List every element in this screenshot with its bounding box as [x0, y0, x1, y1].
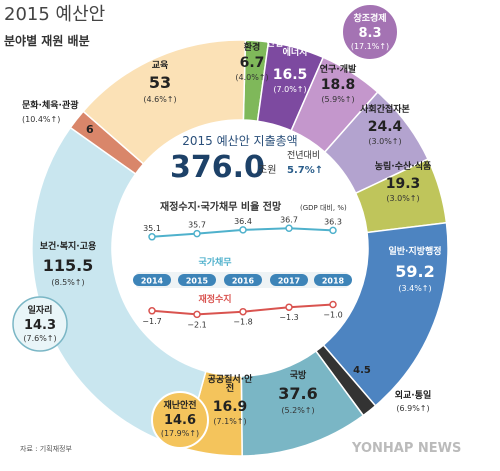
year-pill-2016: [224, 274, 262, 286]
page-subtitle: 분야별 재원 배분: [4, 34, 90, 48]
label-rnd-name: 연구·개발: [319, 65, 357, 75]
bubble-disaster-safety: [151, 391, 209, 449]
total-change-label: 전년대비: [287, 151, 321, 161]
bubble-creative-change: (17.1%↑): [350, 42, 390, 51]
bubble-disaster-value: 14.6: [163, 413, 197, 428]
label-soc-name: 사회간접자본: [360, 105, 410, 115]
year-pill-2015: [178, 274, 216, 286]
balance-label-2018: −1.0: [323, 311, 342, 320]
ring-segment-welfare: [31, 126, 207, 450]
inner-chart-unit: (GDP 대비, %): [300, 204, 347, 212]
source-note: 자료 : 기획재정부: [20, 445, 72, 453]
series-name-debt: 국가채무: [198, 256, 231, 268]
label-foreign-value: 4.5: [353, 365, 371, 376]
label-agri-change: (3.0%↑): [386, 194, 420, 203]
label-defense-value: 37.6: [278, 384, 318, 403]
debt-point-2014: [148, 233, 156, 241]
label-industry-value: 16.5: [272, 67, 308, 83]
label-culture-change: (10.4%↑): [22, 115, 61, 124]
bubble-creative-economy: [341, 3, 399, 61]
bubble-jobs-change: (7.6%↑): [23, 334, 57, 343]
total-unit: 조원: [258, 165, 277, 176]
bubble-disaster-name: 재난안전: [163, 401, 197, 411]
label-education-name: 교육: [151, 61, 169, 71]
label-foreign-name: 외교·통일: [394, 391, 432, 401]
label-education-change: (4.6%↑): [143, 95, 177, 104]
debt-point-2018: [329, 226, 337, 235]
total-change: 5.7%↑: [287, 165, 324, 176]
label-welfare-change: (8.5%↑): [51, 278, 85, 287]
label-environment-change: (4.0%↑): [235, 73, 269, 82]
series-name-balance: 재정수지: [198, 293, 231, 305]
label-admin-name: 일반·지방행정: [388, 247, 442, 257]
year-pill-2017: [270, 274, 308, 286]
bubble-jobs-value: 14.3: [23, 318, 57, 333]
label-education-value: 53: [148, 73, 172, 92]
debt-label-2016: 36.4: [234, 217, 252, 226]
label-defense-name: 국방: [289, 371, 307, 381]
page-title: 2015 예산안: [4, 4, 106, 25]
debt-point-2016: [239, 226, 247, 234]
total-label: 2015 예산안 지출총액: [182, 134, 298, 148]
label-safety-value: 16.9: [212, 399, 248, 415]
label-welfare-name: 보건·복지·고용: [39, 242, 97, 252]
debt-label-2015: 35.7: [188, 221, 206, 230]
label-culture-name: 문화·체육·관광: [22, 101, 79, 111]
year-label-2016: 2016: [232, 277, 255, 286]
label-admin-value: 59.2: [395, 262, 435, 281]
label-defense-change: (5.2%↑): [281, 406, 315, 415]
label-soc-change: (3.0%↑): [368, 137, 402, 146]
label-admin-change: (3.4%↑): [398, 284, 432, 293]
year-label-2018: 2018: [322, 277, 345, 286]
ring-segment-education: [82, 39, 247, 165]
balance-point-2017: [285, 303, 293, 311]
balance-point-2015: [193, 310, 201, 319]
balance-label-2014: −1.7: [142, 317, 161, 326]
credit-watermark: YONHAP NEWS: [352, 441, 462, 456]
balance-point-2016: [239, 307, 247, 316]
label-industry-change: (7.0%↑): [273, 85, 307, 94]
label-rnd-value: 18.8: [320, 77, 356, 93]
debt-label-2018: 36.3: [324, 217, 342, 226]
balance-label-2015: −2.1: [187, 320, 206, 329]
year-pill-2014: [133, 274, 171, 286]
inner-chart-title: 재정수지·국가채무 비율 전망: [160, 202, 282, 213]
label-safety-change: (7.1%↑): [213, 417, 247, 426]
label-foreign-change: (6.9%↑): [396, 404, 430, 413]
bubble-jobs: [12, 296, 68, 352]
year-label-2017: 2017: [278, 277, 300, 286]
debt-point-2015: [193, 229, 201, 238]
center-disc: [113, 121, 367, 375]
label-environment-name: 환경: [243, 43, 261, 53]
label-welfare-value: 115.5: [42, 256, 94, 275]
bubble-disaster-change: (17.9%↑): [160, 429, 200, 438]
debt-point-2017: [285, 224, 293, 233]
bubble-creative-name: 창조경제: [353, 14, 387, 24]
debt-label-2017: 36.7: [280, 215, 298, 224]
total-value: 376.0: [170, 150, 265, 185]
label-industry-name: 산업·중소기업·에너지: [266, 39, 324, 59]
balance-point-2018: [329, 300, 337, 309]
label-agri-value: 19.3: [385, 176, 421, 192]
label-rnd-change: (5.9%↑): [321, 95, 355, 104]
balance-label-2017: −1.3: [279, 313, 298, 322]
balance-label-2016: −1.8: [233, 318, 252, 327]
label-safety-name: 공공질서·안전: [207, 375, 253, 395]
year-label-2014: 2014: [141, 277, 164, 286]
balance-point-2014: [148, 307, 156, 315]
label-culture-value: 6: [86, 123, 94, 136]
year-label-2015: 2015: [186, 277, 209, 286]
bubble-jobs-name: 일자리: [27, 306, 53, 316]
label-soc-value: 24.4: [367, 119, 403, 135]
label-agri-name: 농림·수산·식품: [374, 162, 432, 172]
bubble-creative-value: 8.3: [358, 26, 382, 41]
year-pill-2018: [314, 274, 352, 286]
label-environment-value: 6.7: [239, 55, 265, 71]
debt-label-2014: 35.1: [143, 224, 161, 233]
